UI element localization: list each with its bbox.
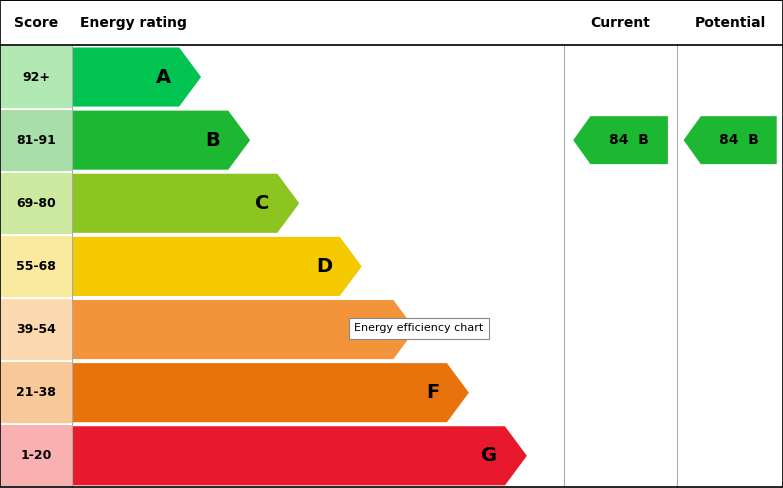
Polygon shape (72, 300, 415, 359)
Text: D: D (316, 257, 332, 276)
Text: 84  B: 84 B (609, 133, 649, 147)
Polygon shape (72, 174, 299, 233)
Polygon shape (72, 237, 362, 296)
Polygon shape (684, 116, 777, 164)
Text: B: B (206, 131, 221, 150)
Polygon shape (573, 116, 668, 164)
Text: 55-68: 55-68 (16, 260, 56, 273)
Text: 81-91: 81-91 (16, 134, 56, 147)
Polygon shape (72, 363, 469, 422)
Bar (0, 172, 72, 235)
Text: 1-20: 1-20 (20, 449, 52, 462)
Text: Score: Score (14, 16, 58, 30)
Text: 69-80: 69-80 (16, 197, 56, 210)
Text: F: F (426, 383, 439, 402)
Polygon shape (72, 47, 201, 106)
Bar (0, 235, 72, 298)
Text: 21-38: 21-38 (16, 386, 56, 399)
Text: Potential: Potential (695, 16, 766, 30)
Polygon shape (72, 426, 527, 486)
Bar (0, 109, 72, 172)
Text: A: A (156, 67, 171, 86)
Text: Current: Current (590, 16, 651, 30)
Bar (0, 424, 72, 488)
Polygon shape (72, 111, 251, 170)
Text: E: E (372, 320, 385, 339)
Bar (0, 45, 72, 109)
Text: Energy efficiency chart: Energy efficiency chart (354, 323, 484, 333)
Bar (0, 298, 72, 361)
Text: 39-54: 39-54 (16, 323, 56, 336)
Text: 92+: 92+ (22, 71, 50, 83)
Text: 84  B: 84 B (719, 133, 759, 147)
Text: G: G (481, 447, 497, 465)
Bar (0, 0, 783, 45)
Bar (0, 361, 72, 424)
Text: Energy rating: Energy rating (80, 16, 186, 30)
Text: C: C (255, 194, 269, 213)
